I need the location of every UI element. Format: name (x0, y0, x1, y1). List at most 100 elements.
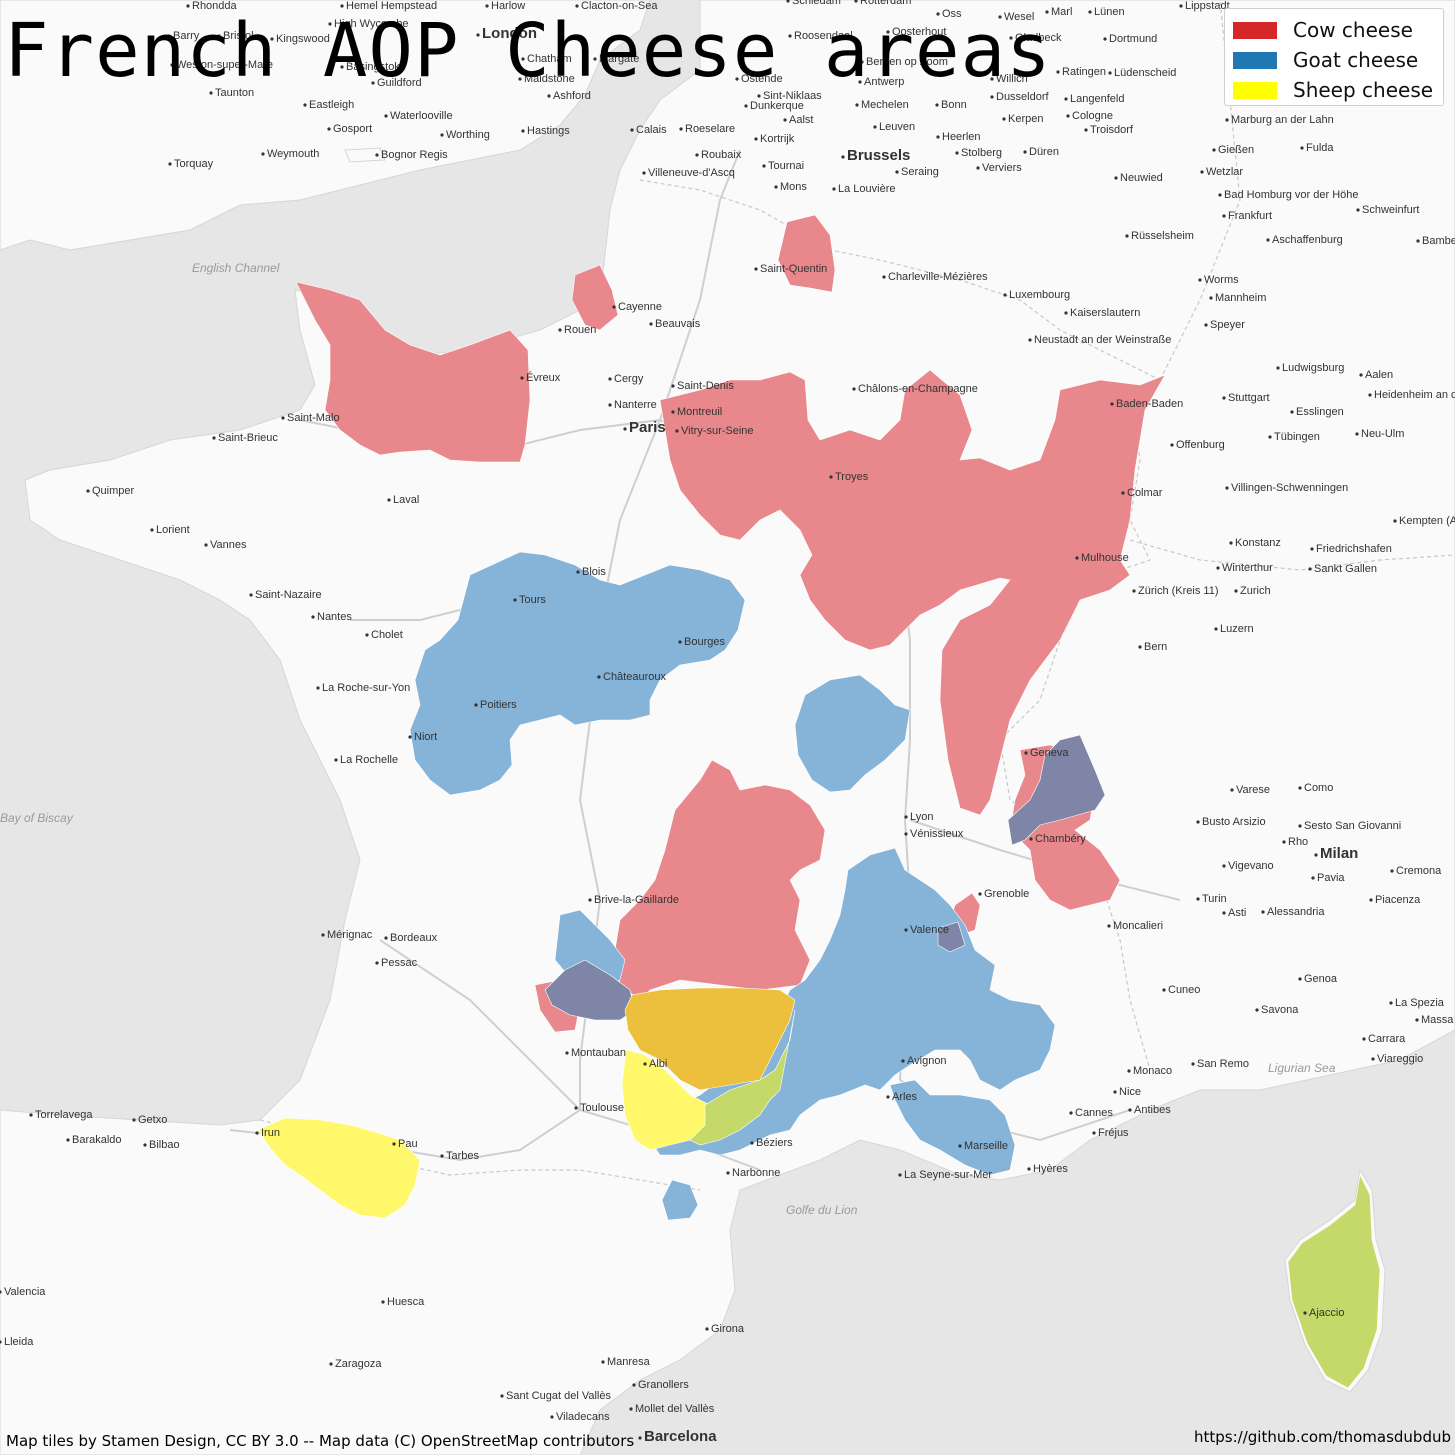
area-sheep-ossau-iraty (257, 1117, 421, 1219)
city-label: Narbonne (732, 1167, 780, 1179)
city-label: Aalen (1365, 369, 1393, 381)
city-label: Quimper (92, 485, 135, 497)
city-dot (1298, 824, 1302, 828)
city-dot (783, 118, 787, 122)
city-label: Kingswood (276, 33, 330, 45)
city-label: Chatham (527, 53, 572, 65)
city-dot (671, 410, 675, 414)
city-label: Saint-Malo (287, 412, 340, 424)
city-dot (565, 1051, 569, 1055)
city-dot (1222, 864, 1226, 868)
city-dot (1216, 566, 1220, 570)
sea-label: Ligurian Sea (1268, 1061, 1336, 1075)
city-label: Bourges (684, 636, 725, 648)
city-label: Tübingen (1274, 431, 1320, 443)
city-label: Ashford (553, 90, 591, 102)
city-label: Vénissieux (910, 828, 964, 840)
city-dot (882, 275, 886, 279)
city-label: Düren (1029, 146, 1059, 158)
city-dot (632, 1383, 636, 1387)
city-label: Roosendaal (794, 30, 853, 42)
city-label: Fulda (1306, 142, 1334, 154)
city-dot (629, 1407, 633, 1411)
city-label: Torrelavega (35, 1109, 93, 1121)
city-dot (774, 185, 778, 189)
city-dot (608, 377, 612, 381)
city-dot (1107, 924, 1111, 928)
city-label: Bad Homburg vor der Höhe (1224, 189, 1359, 201)
city-label: Arles (892, 1091, 918, 1103)
city-dot (1230, 788, 1234, 792)
city-dot (1218, 193, 1222, 197)
city-dot (86, 489, 90, 493)
city-label: Troisdorf (1090, 124, 1134, 136)
city-dot (1198, 278, 1202, 282)
city-dot (334, 758, 338, 762)
city-dot (671, 384, 675, 388)
city-label: Lorient (156, 524, 190, 536)
city-label: Konstanz (1235, 537, 1281, 549)
city-dot (1204, 323, 1208, 327)
city-label: Rotterdam (860, 0, 911, 7)
city-dot (1009, 36, 1013, 40)
city-dot (327, 127, 331, 131)
city-label: Leuven (879, 121, 915, 133)
city-dot (788, 34, 792, 38)
city-dot (1310, 547, 1314, 551)
city-dot (1355, 432, 1359, 436)
city-dot (281, 416, 285, 420)
city-label: Vigevano (1228, 860, 1274, 872)
city-label: Montreuil (677, 406, 722, 418)
city-label: Roubaix (701, 149, 742, 161)
city-label: Piacenza (1375, 894, 1421, 906)
city-dot (1024, 751, 1028, 755)
city-label: Offenburg (1176, 439, 1225, 451)
city-label: High Wycombe (334, 18, 408, 30)
city-label: Langenfeld (1070, 93, 1124, 105)
city-label: Blois (582, 566, 606, 578)
city-dot (1308, 567, 1312, 571)
city-dot (476, 33, 480, 37)
city-dot (754, 137, 758, 141)
city-label: Barry (173, 30, 200, 42)
city-dot (858, 80, 862, 84)
city-dot (762, 164, 766, 168)
city-dot (642, 171, 646, 175)
city-label: Dusseldorf (996, 91, 1050, 103)
city-dot (440, 133, 444, 137)
city-dot (1138, 645, 1142, 649)
city-label: Baden-Baden (1116, 398, 1183, 410)
area-cow-normandy (295, 281, 531, 463)
city-label: Brussels (847, 147, 910, 164)
area-goat-loire (409, 551, 746, 796)
city-dot (518, 77, 522, 81)
city-label: Kerpen (1008, 113, 1043, 125)
city-dot (1415, 1018, 1419, 1022)
city-label: Willich (996, 73, 1028, 85)
city-label: Irun (261, 1127, 280, 1139)
city-dot (316, 686, 320, 690)
city-dot (513, 598, 517, 602)
city-dot (521, 129, 525, 133)
city-dot (643, 1062, 647, 1066)
city-label: Saint-Nazaire (255, 589, 322, 601)
city-label: Marburg an der Lahn (1231, 114, 1334, 126)
city-label: Esslingen (1296, 406, 1344, 418)
city-label: Troyes (835, 471, 869, 483)
city-label: Cergy (614, 373, 644, 385)
city-dot (1045, 10, 1049, 14)
attribution-source-link[interactable]: https://github.com/thomasdubdub (1193, 1428, 1451, 1446)
city-dot (898, 1173, 902, 1177)
city-dot (649, 322, 653, 326)
city-dot (270, 37, 274, 41)
city-dot (976, 166, 980, 170)
city-dot (329, 1362, 333, 1366)
city-dot (521, 57, 525, 61)
city-dot (852, 387, 856, 391)
city-dot (638, 1436, 642, 1440)
city-label: Sint-Niklaas (763, 90, 822, 102)
city-dot (547, 94, 551, 98)
city-dot (601, 1360, 605, 1364)
city-label: Neuwied (1120, 172, 1163, 184)
